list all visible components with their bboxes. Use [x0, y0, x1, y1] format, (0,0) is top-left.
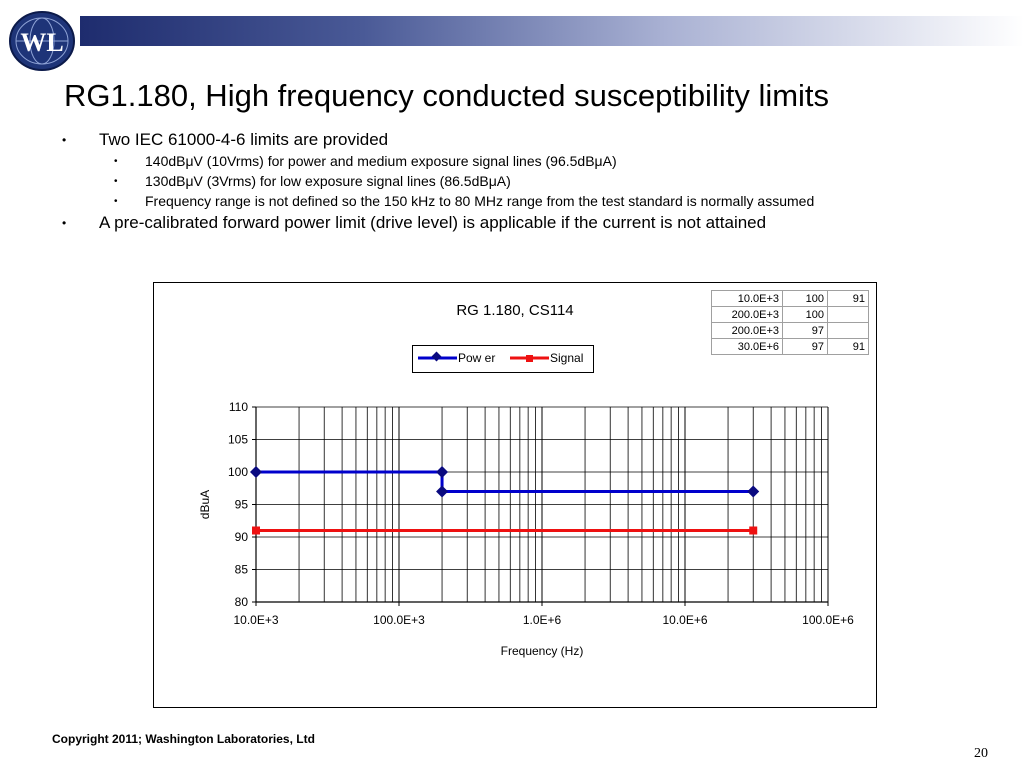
page-title: RG1.180, High frequency conducted suscep… [64, 78, 830, 113]
bullet-marker: • [114, 196, 118, 207]
sub-bullet-item: • 140dBμV (10Vrms) for power and medium e… [62, 153, 1002, 170]
header-gradient-bar [80, 16, 1024, 46]
data-table: 10.0E+3 100 91 200.0E+3 100 200.0E+3 97 30.0… [711, 290, 869, 355]
bullet-item: • A pre-calibrated forward power limit (d… [62, 213, 1002, 233]
y-tick-label: 100 [228, 465, 248, 479]
chart-legend: Pow er Signal [412, 345, 594, 373]
series-line-power [256, 470, 754, 493]
x-tick-label: 1.0E+6 [523, 613, 562, 627]
y-tick-label: 95 [235, 498, 249, 512]
y-tick-label: 90 [235, 530, 249, 544]
table-cell: 30.0E+6 [711, 338, 783, 355]
bullet-text: 130dBμV (3Vrms) for low exposure signal … [145, 173, 511, 189]
x-axis-label: Frequency (Hz) [501, 644, 584, 658]
data-point-power [436, 466, 449, 478]
table-row: 200.0E+3 100 [711, 306, 869, 323]
bullet-text: Two IEC 61000-4-6 limits are provided [99, 130, 389, 149]
bullet-list: • Two IEC 61000-4-6 limits are provided •… [62, 130, 1002, 236]
legend-label-signal: Signal [550, 351, 584, 365]
bullet-text: Frequency range is not defined so the 15… [145, 193, 815, 209]
data-point-power [436, 485, 449, 498]
page-number: 20 [974, 746, 988, 761]
sub-bullet-item: • 130dBμV (3Vrms) for low exposure signal… [62, 173, 1002, 190]
y-tick-label: 105 [228, 433, 248, 447]
x-tick-label: 10.0E+6 [662, 613, 707, 627]
x-tick-label: 10.0E+3 [233, 613, 278, 627]
y-tick-label: 110 [229, 400, 248, 414]
bullet-text: 140dBμV (10Vrms) for power and medium ex… [145, 153, 617, 169]
legend-marker-signal [526, 355, 533, 362]
data-point-power [250, 466, 262, 478]
table-cell: 200.0E+3 [711, 322, 783, 339]
legend-swatches [418, 351, 549, 362]
chart-container: RG 1.180, CS114 10.0E+3 100 91 200.0E+3 100… [153, 282, 877, 708]
y-tick-label: 85 [235, 563, 249, 577]
table-cell: 91 [827, 290, 869, 307]
y-axis-label: dBuA [198, 490, 212, 519]
copyright-text: Copyright 2011; Washington Laboratories,… [52, 732, 315, 746]
table-cell: 91 [827, 338, 869, 355]
data-point-signal [749, 526, 758, 535]
y-tick-label: 80 [235, 595, 249, 609]
table-cell: 100 [782, 306, 828, 323]
chart-title: RG 1.180, CS114 [456, 302, 574, 319]
data-point-signal [252, 526, 260, 535]
bullet-text: A pre-calibrated forward power limit (dr… [99, 213, 767, 232]
bullet-marker: • [114, 156, 118, 167]
bullet-marker: • [62, 216, 67, 230]
legend-label-power: Pow er [458, 351, 496, 365]
table-cell: 10.0E+3 [711, 290, 783, 307]
x-tick-label: 100.0E+6 [802, 613, 854, 627]
plot-area: 80 85 90 95 100 105 110 10.0E+3 100.0E+3 1.0E+6 10… [198, 400, 854, 658]
bullet-marker: • [114, 176, 118, 187]
table-row: 30.0E+6 97 91 [711, 338, 869, 355]
bullet-item: • Two IEC 61000-4-6 limits are provided [62, 130, 1002, 150]
x-tick-label: 100.0E+3 [373, 613, 425, 627]
sub-bullet-item: • Frequency range is not defined so the 1… [62, 193, 1002, 210]
washington-labs-logo: WL [9, 11, 75, 71]
data-point-power [747, 485, 760, 498]
bullet-marker: • [62, 133, 67, 147]
logo-lettering: WL [20, 28, 63, 57]
